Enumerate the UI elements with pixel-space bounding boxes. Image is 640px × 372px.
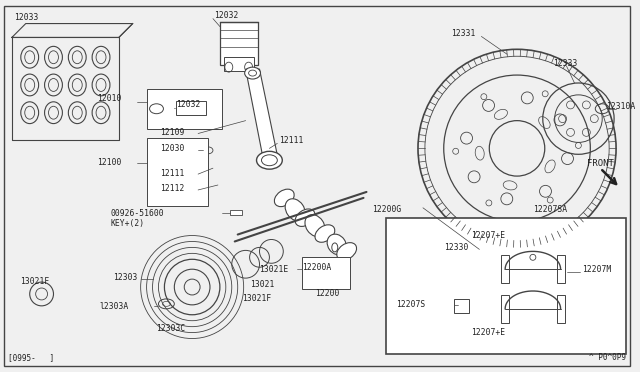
Text: 12207+E: 12207+E	[472, 231, 506, 240]
FancyBboxPatch shape	[220, 22, 257, 65]
FancyBboxPatch shape	[302, 257, 349, 289]
Text: 12032: 12032	[214, 11, 238, 20]
Text: 12207M: 12207M	[582, 265, 612, 274]
Text: 13021E: 13021E	[259, 265, 289, 274]
Text: [0995-   ]: [0995- ]	[8, 353, 54, 362]
FancyBboxPatch shape	[176, 101, 206, 115]
Ellipse shape	[295, 209, 315, 227]
Polygon shape	[246, 69, 277, 160]
Ellipse shape	[285, 199, 305, 221]
Text: 12010: 12010	[97, 94, 122, 103]
Text: 00926-51600: 00926-51600	[111, 209, 164, 218]
Text: l2303A: l2303A	[99, 302, 128, 311]
Ellipse shape	[337, 243, 356, 260]
Text: 13021F: 13021F	[20, 277, 49, 286]
FancyBboxPatch shape	[557, 295, 564, 323]
Ellipse shape	[257, 151, 282, 169]
Text: 12111: 12111	[161, 169, 185, 177]
Text: 12207+E: 12207+E	[472, 328, 506, 337]
Text: 12033: 12033	[14, 13, 38, 22]
Text: 12100: 12100	[97, 158, 122, 167]
Text: 12030: 12030	[161, 144, 185, 153]
Text: 12303: 12303	[113, 273, 138, 282]
FancyBboxPatch shape	[147, 89, 222, 129]
Ellipse shape	[305, 215, 325, 237]
FancyBboxPatch shape	[147, 138, 208, 206]
FancyBboxPatch shape	[4, 6, 630, 366]
Text: 13021: 13021	[250, 279, 274, 289]
Text: 12331: 12331	[451, 29, 475, 38]
Ellipse shape	[327, 234, 346, 255]
Text: 12200: 12200	[315, 289, 339, 298]
Text: 12200A: 12200A	[302, 263, 332, 272]
Text: 13021F: 13021F	[242, 294, 271, 304]
FancyBboxPatch shape	[224, 57, 253, 71]
FancyBboxPatch shape	[501, 255, 509, 283]
Text: KEY+(2): KEY+(2)	[111, 219, 145, 228]
FancyBboxPatch shape	[230, 210, 242, 215]
Text: ^ P0^0P9: ^ P0^0P9	[589, 353, 626, 362]
Text: 12303C: 12303C	[157, 324, 186, 333]
FancyBboxPatch shape	[557, 255, 564, 283]
Ellipse shape	[315, 225, 335, 242]
Ellipse shape	[244, 67, 260, 79]
Ellipse shape	[275, 189, 294, 206]
Text: 12310A: 12310A	[606, 102, 636, 111]
Text: 12333: 12333	[553, 59, 577, 68]
Text: 12111: 12111	[279, 136, 304, 145]
Text: 12112: 12112	[161, 185, 185, 193]
FancyBboxPatch shape	[501, 295, 509, 323]
Text: 12207S: 12207S	[396, 300, 426, 310]
Text: 12207SA: 12207SA	[533, 205, 567, 214]
FancyBboxPatch shape	[387, 218, 626, 355]
FancyBboxPatch shape	[454, 299, 470, 313]
Text: 12032: 12032	[176, 100, 201, 109]
Text: FRONT: FRONT	[588, 159, 614, 168]
Text: 12109: 12109	[161, 128, 185, 137]
Text: 12330: 12330	[444, 243, 468, 252]
Text: 12200G: 12200G	[372, 205, 402, 214]
